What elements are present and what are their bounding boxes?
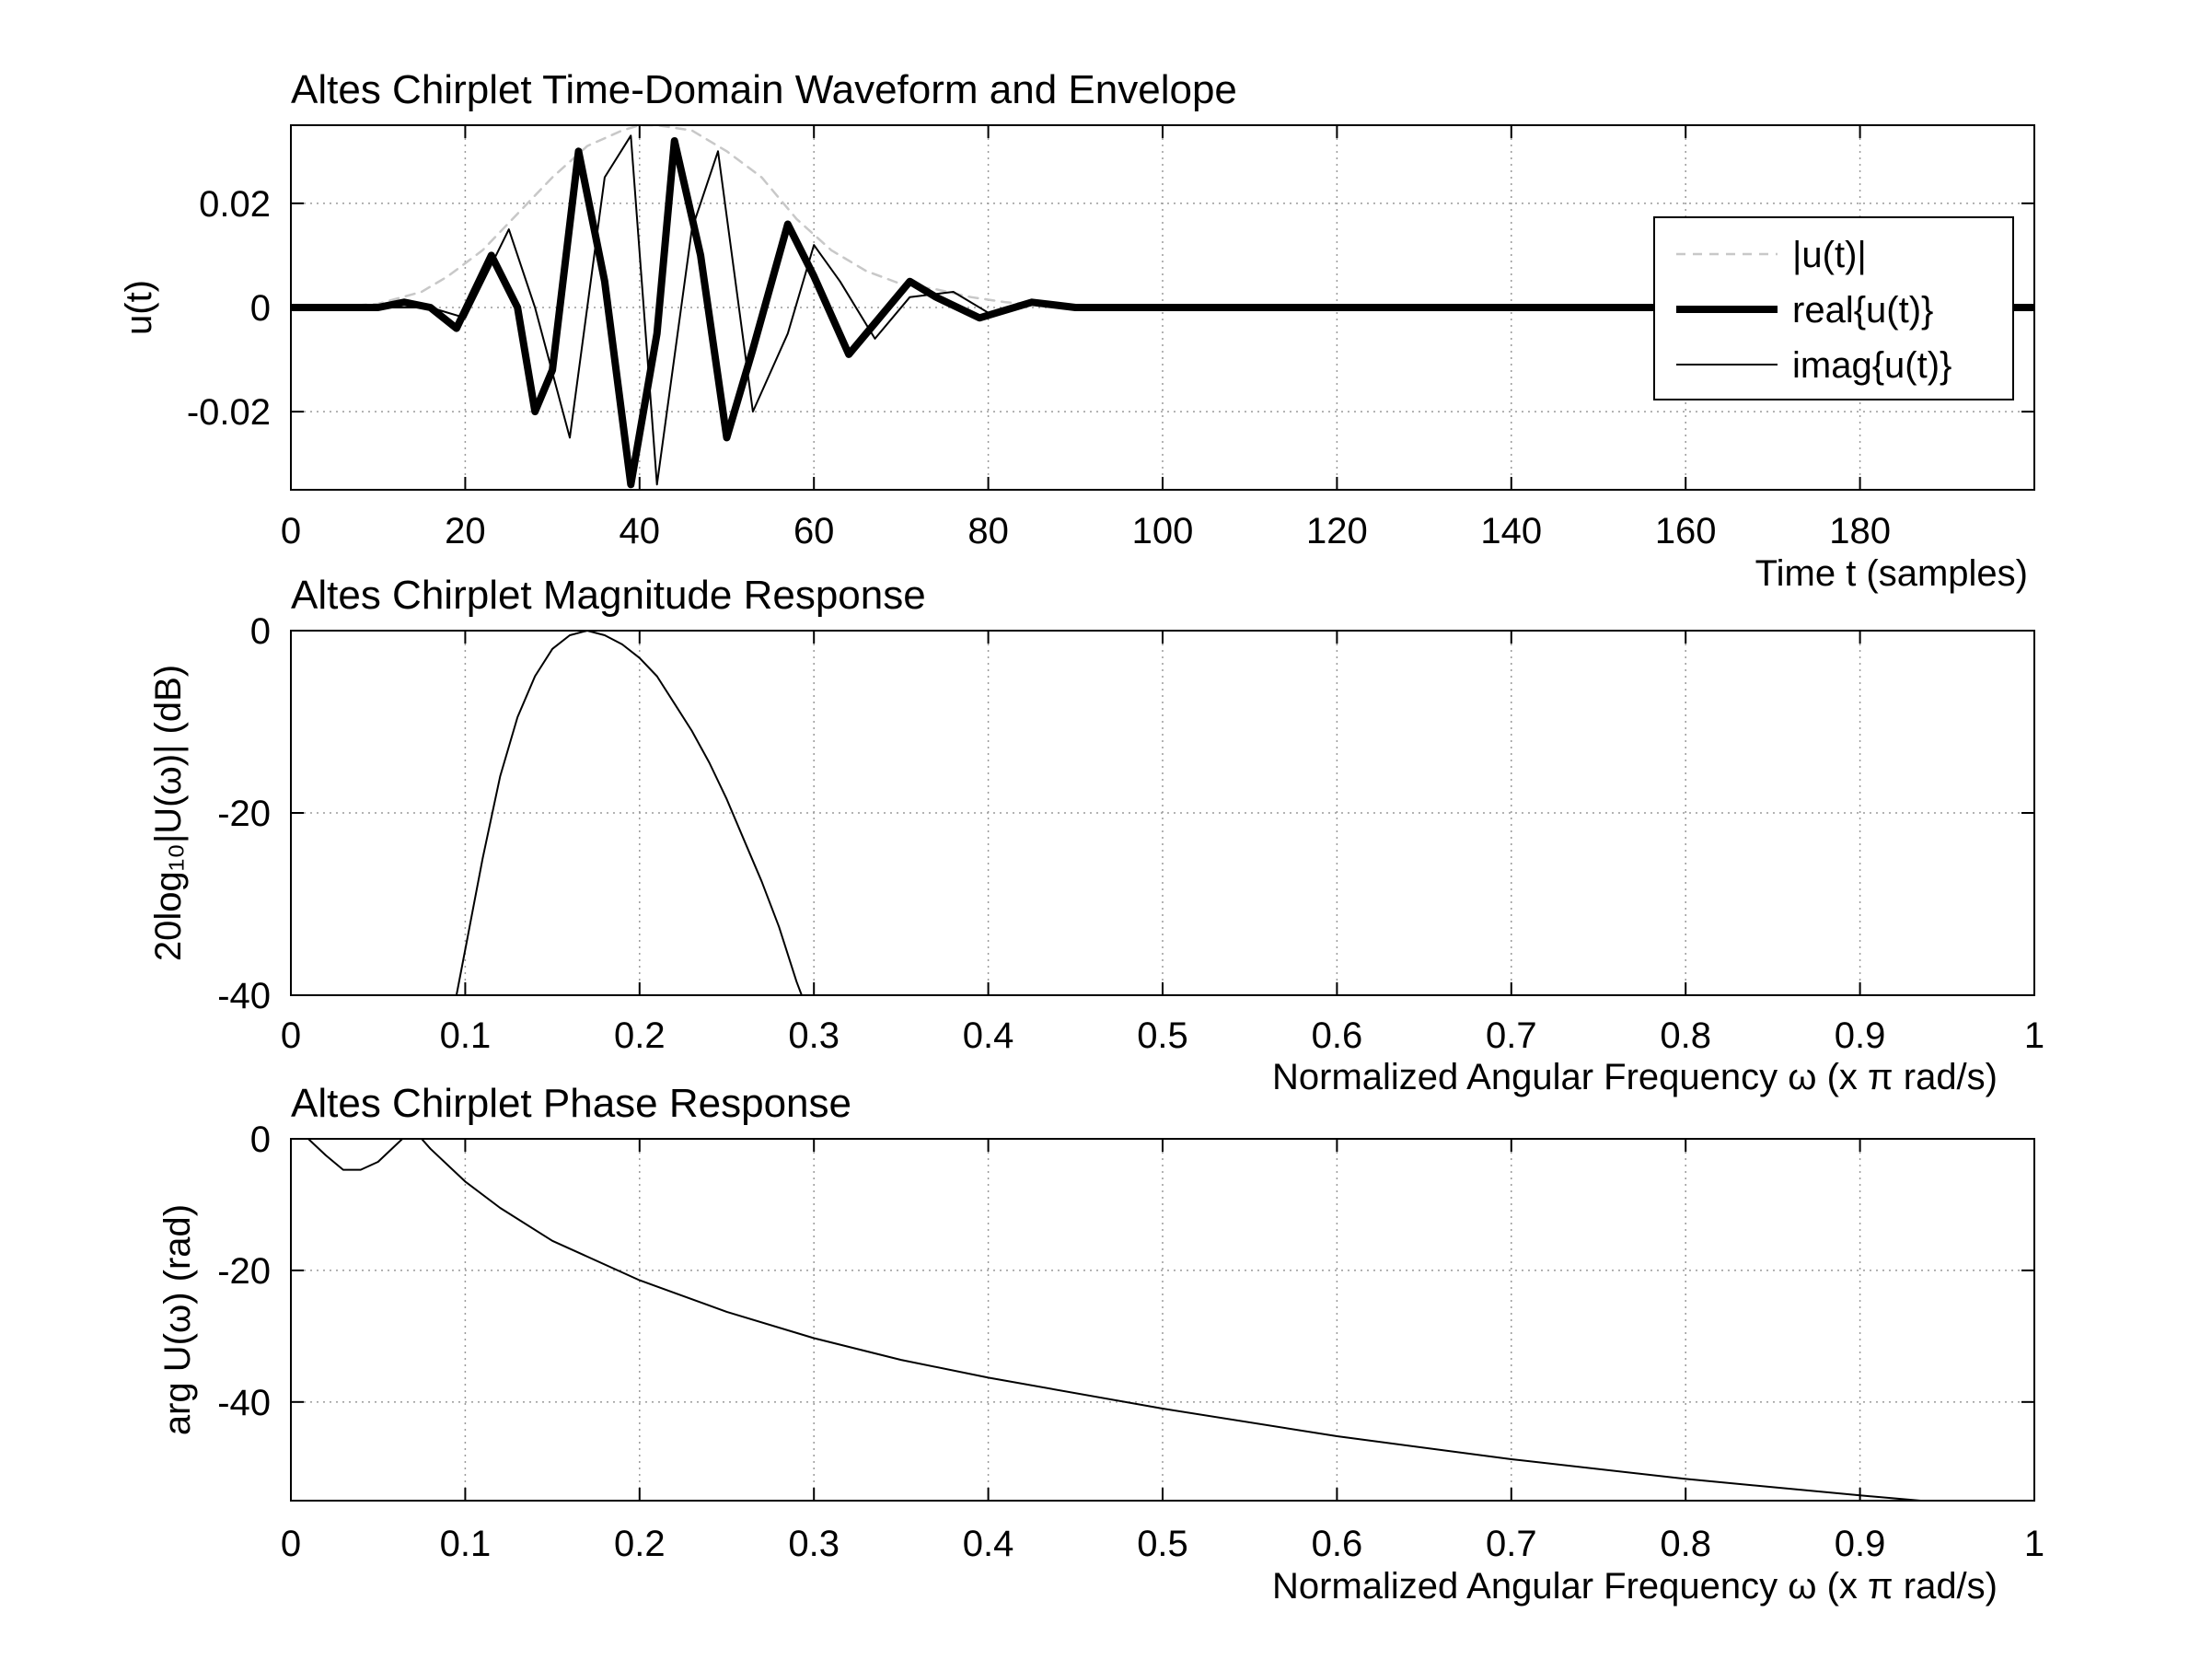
x-tick-label: 0 (281, 511, 301, 551)
series-line--u-t- (291, 125, 2034, 309)
x-tick-label: 0.6 (1312, 1524, 1363, 1564)
x-tick-label: 0.8 (1660, 1524, 1711, 1564)
x-axis-label: Time t (samples) (1755, 553, 2028, 594)
x-tick-label: 0.1 (440, 1015, 492, 1056)
series-line-phase (291, 1139, 1932, 1501)
x-tick-label: 100 (1132, 511, 1194, 551)
y-axis-label: arg U(ω) (rad) (157, 1204, 198, 1435)
x-tick-label: 0.3 (788, 1524, 840, 1564)
y-tick-label: -20 (217, 794, 271, 834)
x-tick-label: 180 (1829, 511, 1891, 551)
series-line-imag-u-t- (291, 134, 2034, 486)
legend-label: real{u(t)} (1792, 290, 1933, 331)
x-axis-label: Normalized Angular Frequency ω (x π rad/… (1272, 1057, 1998, 1097)
x-tick-label: 40 (620, 511, 661, 551)
x-tick-label: 0.9 (1835, 1015, 1886, 1056)
y-tick-label: -0.02 (187, 392, 271, 433)
y-tick-label: -20 (217, 1251, 271, 1292)
x-tick-label: 0.5 (1137, 1015, 1188, 1056)
series-group (291, 1139, 1932, 1501)
x-tick-label: 0.4 (963, 1524, 1014, 1564)
x-tick-label: 0.3 (788, 1015, 840, 1056)
y-tick-label: 0.02 (199, 184, 271, 225)
x-tick-label: 0.2 (614, 1015, 666, 1056)
subplot-title: Altes Chirplet Magnitude Response (291, 573, 926, 618)
x-tick-label: 0.7 (1486, 1524, 1537, 1564)
x-tick-label: 0.5 (1137, 1524, 1188, 1564)
x-tick-label: 160 (1655, 511, 1717, 551)
x-tick-label: 0 (281, 1015, 301, 1056)
legend-label: |u(t)| (1792, 235, 1867, 275)
x-tick-label: 0.2 (614, 1524, 666, 1564)
subplot-title: Altes Chirplet Time-Domain Waveform and … (291, 67, 1237, 112)
x-tick-label: 0.9 (1835, 1524, 1886, 1564)
x-tick-label: 60 (793, 511, 835, 551)
x-tick-label: 120 (1306, 511, 1368, 551)
legend-label: imag{u(t)} (1792, 345, 1951, 386)
x-tick-label: 0.4 (963, 1015, 1014, 1056)
y-tick-label: 0 (250, 288, 271, 329)
x-tick-label: 80 (967, 511, 1009, 551)
x-axis-label: Normalized Angular Frequency ω (x π rad/… (1272, 1566, 1998, 1607)
series-group (455, 631, 803, 995)
x-tick-label: 0 (281, 1524, 301, 1564)
subplot-3: 0 0.1 0.2 0.3 0.4 0.5 0.6 0.7 0.8 0.9 1 -40 -20 0 Alte… (157, 1081, 2044, 1607)
series-line-magnitude (455, 631, 803, 995)
y-axis-label: u(t) (119, 280, 159, 335)
subplot-title: Altes Chirplet Phase Response (291, 1081, 851, 1126)
y-tick-label: -40 (217, 1383, 271, 1423)
subplot-1: 0 20 40 60 80 100 120 140 160 180 -0.02 0 0.02 Altes … (119, 67, 2035, 594)
plots: 0 20 40 60 80 100 120 140 160 180-0.0200.02Altes … (119, 67, 2044, 1607)
legend: |u(t)| real{u(t)} imag{u(t)} (1653, 216, 2014, 400)
y-tick-label: 0 (250, 611, 271, 652)
series-group (291, 125, 2034, 489)
x-tick-label: 0.6 (1312, 1015, 1363, 1056)
subplot-2: 0 0.1 0.2 0.3 0.4 0.5 0.6 0.7 0.8 0.9 1 -40 -20 0 Alte… (148, 573, 2044, 1097)
x-tick-label: 140 (1480, 511, 1542, 551)
y-tick-label: -40 (217, 976, 271, 1016)
x-tick-label: 1 (2024, 1524, 2044, 1564)
series-line-real-u-t- (291, 137, 2034, 489)
y-tick-label: 0 (250, 1120, 271, 1160)
x-tick-label: 0.1 (440, 1524, 492, 1564)
x-tick-label: 0.8 (1660, 1015, 1711, 1056)
y-axis-label: 20log₁₀|U(ω)| (dB) (148, 665, 189, 961)
x-tick-label: 20 (445, 511, 486, 551)
x-tick-label: 0.7 (1486, 1015, 1537, 1056)
x-tick-label: 1 (2024, 1015, 2044, 1056)
